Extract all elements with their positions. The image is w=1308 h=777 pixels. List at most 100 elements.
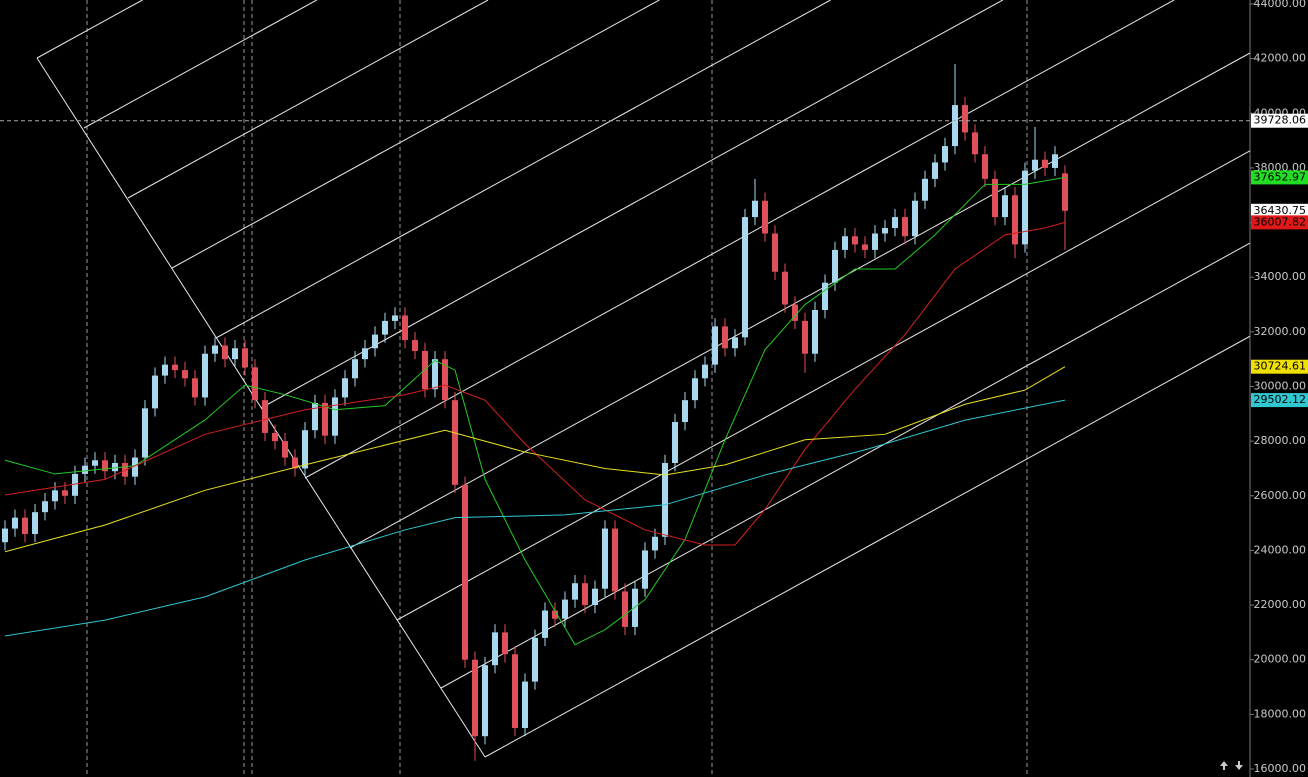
price-label-box	[1251, 215, 1308, 230]
candle-body	[492, 632, 498, 666]
candle-body	[432, 359, 438, 390]
candle-body	[1032, 159, 1038, 171]
candle-body	[342, 378, 348, 398]
arrow-up[interactable]	[1220, 761, 1228, 770]
candle-body	[792, 304, 798, 321]
candle-body	[662, 463, 668, 537]
candle-body	[222, 345, 228, 360]
candle-body	[642, 550, 648, 589]
price-label: 29502.12	[1254, 393, 1307, 406]
candle-body	[182, 370, 188, 379]
candle-body	[212, 345, 218, 354]
plot	[0, 64, 1250, 761]
candle-body	[752, 200, 758, 218]
candle-body	[782, 271, 788, 305]
y-tick-label: 42000.00	[1254, 52, 1307, 65]
fib-line	[304, 0, 1175, 479]
price-label: 36007.82	[1254, 215, 1307, 228]
y-tick-label: 28000.00	[1254, 434, 1307, 447]
candle-body	[812, 310, 818, 354]
candle-body	[132, 457, 138, 477]
y-tick-label: 32000.00	[1254, 325, 1307, 338]
candle-body	[602, 528, 608, 589]
candle-body	[922, 178, 928, 201]
candle-body	[592, 588, 598, 606]
moving-average	[4, 366, 1066, 553]
scroll-arrows[interactable]	[1220, 761, 1243, 770]
candle-body	[612, 528, 618, 592]
candle-body	[762, 200, 768, 234]
price-label: 36430.75	[1254, 204, 1307, 217]
candle-body	[622, 591, 628, 627]
candle-body	[382, 320, 388, 335]
candle-body	[652, 536, 658, 551]
price-label-box	[1251, 359, 1308, 374]
candle-body	[472, 659, 478, 737]
candle-body	[512, 654, 518, 729]
candle-body	[552, 610, 558, 619]
candle-body	[412, 340, 418, 351]
y-tick-label: 20000.00	[1254, 653, 1307, 666]
candle-body	[1002, 195, 1008, 218]
candle-body	[562, 599, 568, 619]
candle-body	[202, 353, 208, 398]
price-label-box	[1251, 170, 1308, 185]
candle-body	[482, 665, 488, 737]
fib-channel	[36, 0, 1251, 758]
candle-body	[1012, 195, 1018, 245]
candle-body	[352, 359, 358, 379]
candle-body	[672, 422, 678, 463]
candle-body	[1052, 154, 1058, 168]
y-tick-label: 16000.00	[1254, 762, 1307, 775]
moving-average	[4, 399, 1066, 637]
price-label: 37652.97	[1254, 170, 1307, 183]
candle-body	[282, 441, 288, 458]
candle-body	[242, 348, 248, 368]
candle-body	[542, 610, 548, 638]
candle-body	[142, 408, 148, 458]
candle-body	[802, 320, 808, 354]
candle-body	[912, 200, 918, 237]
fib-line	[215, 0, 831, 339]
arrow-down[interactable]	[1235, 761, 1243, 770]
candle-body	[312, 402, 318, 431]
y-tick-label: 24000.00	[1254, 543, 1307, 556]
candle-body	[272, 432, 278, 442]
candle-body	[112, 463, 118, 472]
candle-body	[32, 512, 38, 535]
candle-body	[982, 154, 988, 179]
candle-body	[82, 465, 88, 474]
moving-average	[4, 221, 1066, 546]
candle-body	[832, 249, 838, 283]
candle-body	[932, 162, 938, 179]
candle-body	[582, 583, 588, 606]
fib-line	[484, 335, 1251, 758]
candle-body	[852, 236, 858, 245]
candle-body	[702, 364, 708, 379]
candle-body	[362, 348, 368, 360]
candle-body	[742, 217, 748, 338]
candle-body	[902, 217, 908, 237]
candle-body	[962, 105, 968, 133]
candle-body	[12, 517, 18, 529]
candle-body	[172, 364, 178, 371]
y-tick-label: 18000.00	[1254, 707, 1307, 720]
candle-body	[732, 337, 738, 349]
candle-body	[712, 326, 718, 365]
candle-body	[1062, 173, 1068, 211]
candle-body	[572, 583, 578, 600]
candle-body	[882, 228, 888, 234]
candle-body	[72, 473, 78, 496]
candle-body	[842, 236, 848, 250]
price-label-box	[1251, 393, 1308, 408]
candle-body	[42, 501, 48, 513]
y-tick-label: 44000.00	[1254, 0, 1307, 10]
candle-body	[462, 484, 468, 660]
candle-body	[872, 233, 878, 250]
candle-body	[892, 217, 898, 229]
fib-line	[396, 150, 1251, 621]
candle-body	[952, 105, 958, 147]
candle-body	[402, 315, 408, 341]
